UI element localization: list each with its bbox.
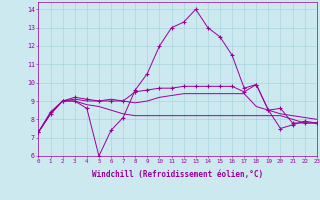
- X-axis label: Windchill (Refroidissement éolien,°C): Windchill (Refroidissement éolien,°C): [92, 170, 263, 179]
